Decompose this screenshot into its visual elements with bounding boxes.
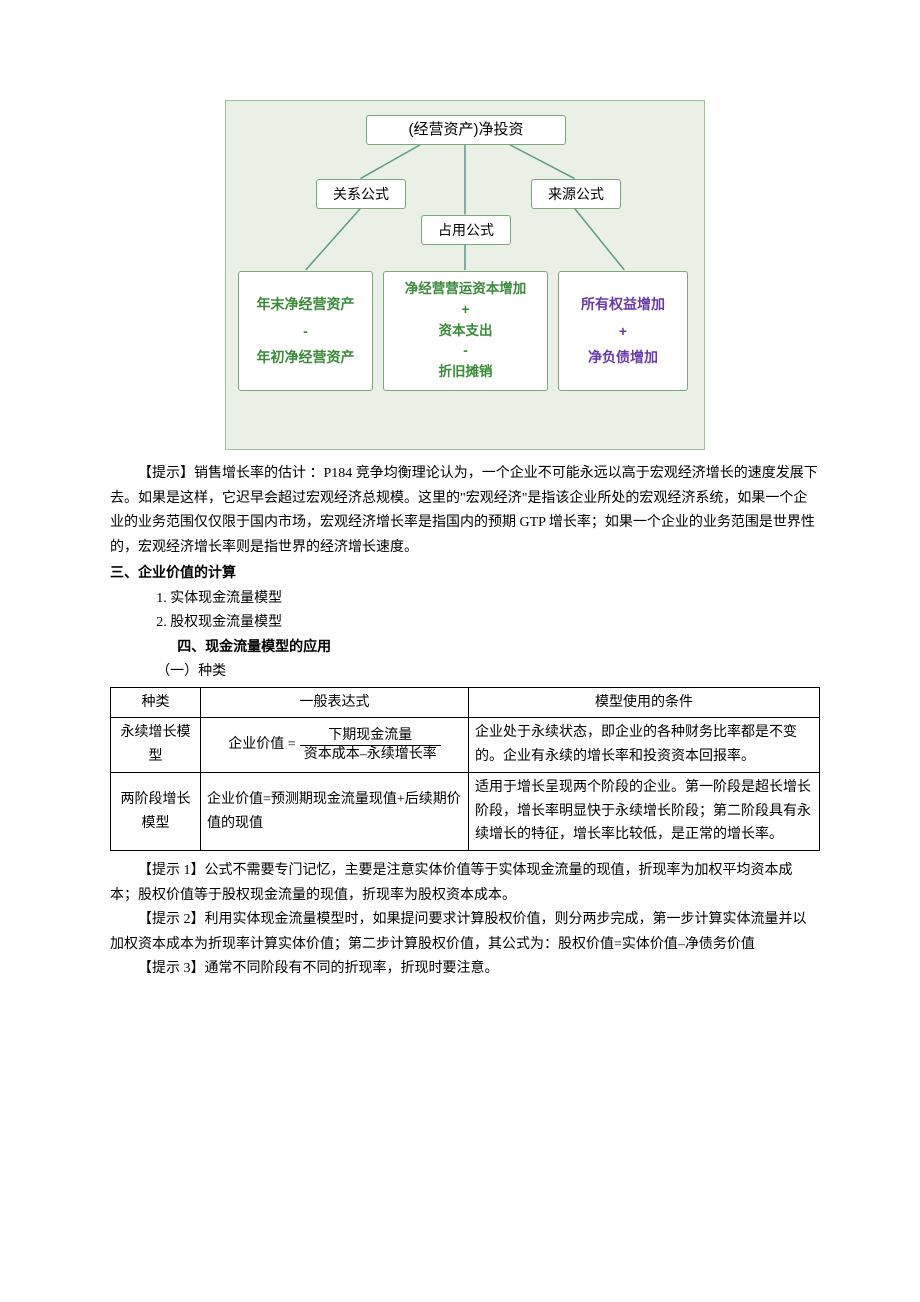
tip-2: 【提示 2】利用实体现金流量模型时，如果提问要求计算股权价值，则分两步完成，第一… [110,908,820,957]
th-condition: 模型使用的条件 [469,687,820,718]
table-row: 两阶段增长模型 企业价值=预测期现金流量现值+后续期价值的现值 适用于增长呈现两… [111,772,820,850]
diagram-relation-text: 关系公式 [333,182,389,207]
diagram-rb-l3: 净负债增加 [588,344,658,371]
concept-diagram: (经营资产)净投资 关系公式 占用公式 来源公式 年末净经营资产 - 年初净经营… [225,100,705,450]
table-row: 永续增长模型 企业价值 = 下期现金流量 资本成本–永续增长率 企业处于永续状态… [111,718,820,773]
diagram-occupy-text: 占用公式 [438,218,494,243]
row1-numerator: 下期现金流量 [324,727,416,745]
tip-1: 【提示 1】公式不需要专门记忆，主要是注意实体价值等于实体现金流量的现值，折现率… [110,859,820,908]
diagram-lb-l1: 年末净经营资产 [257,291,355,318]
diagram-top-text: (经营资产)净投资 [409,117,524,143]
diagram-source-text: 来源公式 [548,182,604,207]
row1-formula: 企业价值 = 下期现金流量 资本成本–永续增长率 [207,727,462,763]
diagram-rb-l1: 所有权益增加 [581,291,665,318]
diagram-cb-l4: - [463,341,468,362]
section-3-heading: 三、企业价值的计算 [110,562,820,587]
table-header-row: 种类 一般表达式 模型使用的条件 [111,687,820,718]
diagram-box-right-bottom: 所有权益增加 + 净负债增加 [558,271,688,391]
diagram-cb-l2: + [462,300,470,321]
diagram-cb-l1: 净经营营运资本增加 [405,279,527,300]
row1-type: 永续增长模型 [111,718,201,773]
section-3-item-1: 1. 实体现金流量模型 [110,587,820,612]
row1-formula-prefix: 企业价值 = [228,733,295,757]
row1-expression: 企业价值 = 下期现金流量 资本成本–永续增长率 [201,718,469,773]
diagram-box-occupy-formula: 占用公式 [421,215,511,245]
diagram-lb-l3: 年初净经营资产 [257,344,355,371]
section-4-sub-1: （一）种类 [110,660,820,685]
row2-expression: 企业价值=预测期现金流量现值+后续期价值的现值 [201,772,469,850]
row1-denominator: 资本成本–永续增长率 [300,745,441,764]
section-4-heading: 四、现金流量模型的应用 [110,636,820,661]
diagram-box-left-bottom: 年末净经营资产 - 年初净经营资产 [238,271,373,391]
diagram-cb-l5: 折旧摊销 [439,362,493,383]
th-expression: 一般表达式 [201,687,469,718]
row1-condition: 企业处于永续状态，即企业的各种财务比率都是不变的。企业有永续的增长率和投资资本回… [469,718,820,773]
section-3-item-2: 2. 股权现金流量模型 [110,611,820,636]
diagram-lb-l2: - [303,318,308,345]
row2-condition: 适用于增长呈现两个阶段的企业。第一阶段是超长增长阶段，增长率明显快于永续增长阶段… [469,772,820,850]
diagram-rb-l2: + [619,318,627,345]
row1-fraction: 下期现金流量 资本成本–永续增长率 [300,727,441,763]
diagram-box-center-bottom: 净经营营运资本增加 + 资本支出 - 折旧摊销 [383,271,548,391]
diagram-box-source-formula: 来源公式 [531,179,621,209]
diagram-box-relation-formula: 关系公式 [316,179,406,209]
cash-flow-model-table: 种类 一般表达式 模型使用的条件 永续增长模型 企业价值 = 下期现金流量 资本… [110,687,820,852]
diagram-cb-l3: 资本支出 [439,321,493,342]
diagram-box-top: (经营资产)净投资 [366,115,566,145]
tip-3: 【提示 3】通常不同阶段有不同的折现率，折现时要注意。 [110,957,820,982]
th-type: 种类 [111,687,201,718]
row2-type: 两阶段增长模型 [111,772,201,850]
tip-sales-growth: 【提示】销售增长率的估计 ：P184 竞争均衡理论认为，一个企业不可能永远以高于… [110,462,820,560]
